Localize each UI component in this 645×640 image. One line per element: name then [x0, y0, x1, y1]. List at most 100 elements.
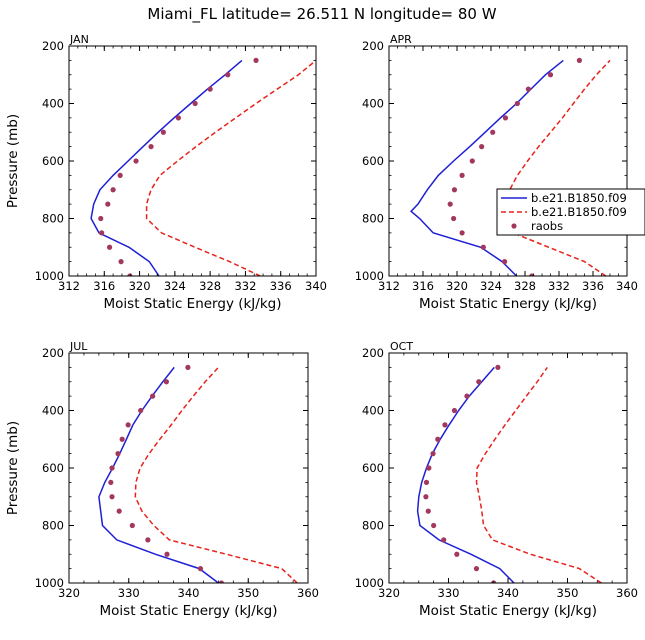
x-tick-label: 324	[164, 279, 186, 293]
plot-area	[410, 57, 611, 276]
raobs-point	[491, 580, 497, 583]
plot-area	[98, 364, 298, 583]
plot-area	[90, 57, 316, 276]
raobs-point	[476, 379, 482, 385]
raobs-point	[207, 86, 213, 92]
model-2-line	[501, 59, 611, 276]
raobs-point	[447, 201, 453, 207]
raobs-point	[133, 158, 139, 164]
raobs-point	[464, 393, 470, 399]
raobs-point	[490, 129, 496, 135]
raobs-point	[426, 465, 432, 471]
raobs-point	[106, 244, 113, 250]
x-tick-label: 312	[58, 279, 80, 293]
y-tick-label: 200	[42, 346, 64, 360]
raobs-point	[109, 494, 115, 500]
legend-entry-label: raobs	[531, 219, 563, 233]
x-tick-label: 340	[497, 586, 519, 600]
panel-label: APR	[390, 33, 412, 46]
panels: 312 316 320 324 328 332 336 340 200 400 600 800 1000…	[5, 33, 638, 619]
raobs-point	[110, 187, 116, 193]
raobs-point	[435, 436, 441, 442]
x-tick-label: 320	[446, 279, 468, 293]
y-axis-label: Pressure (mb)	[5, 114, 21, 208]
axes-frame	[388, 45, 628, 277]
raobs-point	[225, 72, 231, 78]
x-tick-label: 328	[199, 279, 221, 293]
raobs-point	[547, 72, 554, 78]
model-2-line	[145, 59, 316, 276]
raobs-point	[451, 187, 458, 193]
figure-title: Miami_FL latitude= 26.511 N longitude= 8…	[147, 5, 496, 24]
raobs-point	[479, 144, 485, 150]
y-tick-label: 1000	[35, 269, 64, 283]
x-tick-label: 360	[616, 586, 638, 600]
legend-entry-label: b.e21.B1850.f09	[531, 205, 627, 219]
raobs-point	[108, 479, 114, 485]
y-tick-label: 800	[362, 519, 384, 533]
y-tick-label: 1000	[355, 576, 384, 590]
raobs-point	[454, 551, 460, 557]
raobs-point	[99, 230, 105, 236]
raobs-point	[145, 537, 151, 543]
y-tick-label: 200	[362, 39, 384, 53]
x-axis-label: Moist Static Energy (kJ/kg)	[419, 603, 597, 619]
raobs-point	[116, 508, 122, 514]
y-tick-label: 1000	[355, 269, 384, 283]
raobs-point	[164, 551, 170, 557]
raobs-point	[502, 115, 509, 121]
raobs-point	[495, 364, 501, 370]
x-tick-label: 332	[234, 279, 256, 293]
panel-label: JAN	[69, 33, 89, 46]
raobs-point	[129, 522, 135, 529]
raobs-point	[175, 115, 181, 121]
x-tick-label: 340	[616, 279, 638, 293]
raobs-point	[150, 393, 156, 399]
raobs-point	[514, 100, 520, 107]
y-tick-label: 800	[42, 212, 64, 226]
raobs-point	[425, 508, 431, 514]
raobs-point	[423, 494, 429, 500]
x-tick-label: 320	[129, 279, 151, 293]
x-axis-label: Moist Static Energy (kJ/kg)	[100, 603, 278, 619]
x-tick-label: 330	[438, 586, 460, 600]
raobs-point	[197, 566, 204, 572]
y-tick-label: 600	[42, 461, 64, 475]
legend-entry-label: b.e21.B1850.f09	[531, 191, 627, 205]
y-tick-label: 800	[42, 519, 64, 533]
x-tick-label: 312	[378, 279, 400, 293]
raobs-point	[473, 566, 480, 572]
x-tick-label: 330	[118, 586, 140, 600]
axes-frame	[68, 352, 309, 584]
x-axis-label: Moist Static Energy (kJ/kg)	[419, 296, 597, 312]
x-tick-label: 336	[270, 279, 292, 293]
model-2-line	[475, 366, 602, 583]
raobs-point	[115, 451, 121, 457]
model-1-line	[416, 366, 515, 583]
raobs-point	[119, 436, 125, 442]
y-tick-label: 600	[362, 154, 384, 168]
raobs-point	[109, 465, 115, 471]
x-tick-label: 316	[93, 279, 115, 293]
raobs-point	[423, 479, 430, 485]
x-tick-label: 316	[412, 279, 434, 293]
y-tick-label: 1000	[35, 576, 64, 590]
y-tick-label: 600	[42, 154, 64, 168]
y-tick-label: 200	[362, 346, 384, 360]
panel-jan: 312 316 320 324 328 332 336 340 200 400 600 800 1000…	[5, 33, 327, 312]
panel-label: OCT	[390, 340, 413, 353]
x-tick-label: 350	[237, 586, 259, 600]
panel-jul: 320 330 340 350 360 200 400 600 800 1000 JUL Moist …	[5, 340, 319, 619]
raobs-point	[451, 407, 458, 414]
x-tick-label: 320	[378, 586, 400, 600]
raobs-point	[459, 230, 465, 236]
panel-label: JUL	[69, 340, 88, 353]
y-tick-label: 400	[362, 404, 384, 418]
plot-area	[416, 364, 602, 583]
x-tick-label: 336	[582, 279, 604, 293]
y-tick-label: 400	[42, 404, 64, 418]
x-tick-label: 332	[548, 279, 570, 293]
y-axis-label: Pressure (mb)	[5, 421, 21, 515]
raobs-point	[459, 172, 465, 178]
